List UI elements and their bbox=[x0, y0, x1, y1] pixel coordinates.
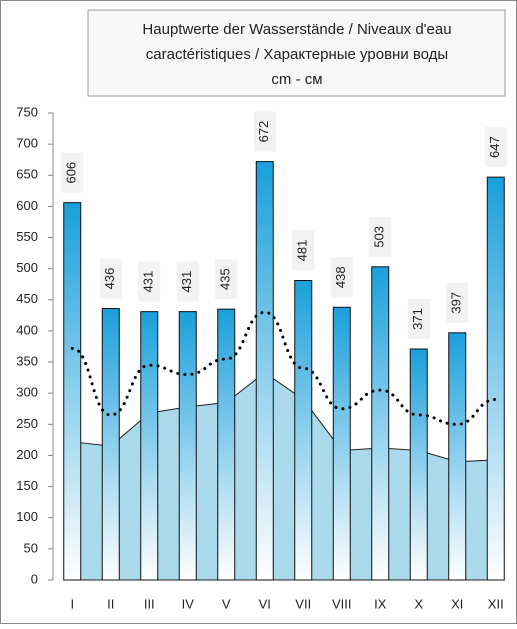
value-label-box bbox=[369, 216, 392, 257]
value-label: 606 bbox=[64, 162, 79, 184]
y-tick-label: 50 bbox=[24, 540, 38, 555]
value-label-box bbox=[253, 111, 276, 152]
y-tick-label: 0 bbox=[31, 571, 38, 586]
bar bbox=[255, 161, 274, 581]
bar bbox=[63, 202, 82, 581]
bar bbox=[409, 348, 428, 581]
value-label-box bbox=[61, 152, 84, 193]
bar bbox=[140, 311, 159, 581]
chart-title: caractéristiques / Характерные уровни во… bbox=[146, 46, 448, 63]
x-tick-label: III bbox=[144, 596, 155, 611]
y-tick-label: 700 bbox=[16, 136, 38, 151]
title-box bbox=[87, 9, 506, 97]
value-label: 371 bbox=[410, 308, 425, 330]
chart-title: cm - см bbox=[271, 71, 322, 88]
value-label: 672 bbox=[256, 121, 271, 143]
value-label-box bbox=[292, 230, 315, 271]
bar bbox=[294, 279, 313, 581]
value-label-box bbox=[138, 261, 161, 302]
x-tick-label: V bbox=[222, 596, 231, 611]
bar bbox=[448, 332, 467, 581]
value-label: 481 bbox=[295, 240, 310, 262]
x-tick-label: XII bbox=[488, 596, 504, 611]
value-label-box bbox=[484, 127, 507, 168]
y-tick-label: 500 bbox=[16, 260, 38, 275]
value-label-box bbox=[407, 298, 430, 339]
y-tick-label: 750 bbox=[16, 104, 38, 119]
bar bbox=[371, 266, 390, 581]
value-label: 647 bbox=[487, 136, 502, 158]
x-tick-label: VI bbox=[259, 596, 271, 611]
value-label: 438 bbox=[333, 266, 348, 288]
y-tick-label: 300 bbox=[16, 385, 38, 400]
value-label: 503 bbox=[372, 226, 387, 248]
value-label-box bbox=[446, 282, 469, 323]
value-label-box bbox=[176, 261, 199, 302]
bar bbox=[178, 311, 197, 581]
y-tick-label: 450 bbox=[16, 291, 38, 306]
x-tick-label: I bbox=[70, 596, 74, 611]
y-tick-label: 100 bbox=[16, 509, 38, 524]
y-tick-label: 150 bbox=[16, 478, 38, 493]
value-label: 431 bbox=[141, 271, 156, 293]
value-label: 436 bbox=[102, 268, 117, 290]
value-label-box bbox=[99, 258, 122, 299]
value-label: 431 bbox=[179, 271, 194, 293]
y-tick-label: 400 bbox=[16, 322, 38, 337]
value-label-box bbox=[330, 257, 353, 298]
line bbox=[70, 310, 498, 426]
y-tick-label: 600 bbox=[16, 198, 38, 213]
y-tick-label: 250 bbox=[16, 416, 38, 431]
x-tick-label: VIII bbox=[332, 596, 352, 611]
chart-title: Hauptwerte der Wasserstände / Niveaux d'… bbox=[142, 21, 451, 38]
value-label: 397 bbox=[449, 292, 464, 314]
x-tick-label: IV bbox=[182, 596, 195, 611]
x-tick-label: IX bbox=[374, 596, 387, 611]
x-tick-label: II bbox=[107, 596, 114, 611]
x-tick-label: XI bbox=[451, 596, 463, 611]
value-label: 435 bbox=[218, 268, 233, 290]
y-tick-label: 550 bbox=[16, 229, 38, 244]
y-tick-label: 350 bbox=[16, 354, 38, 369]
bar bbox=[332, 306, 351, 581]
x-tick-label: X bbox=[414, 596, 423, 611]
bar bbox=[486, 176, 505, 581]
y-tick-label: 200 bbox=[16, 447, 38, 462]
value-label-box bbox=[215, 259, 238, 300]
bar bbox=[217, 308, 236, 581]
x-tick-label: VII bbox=[295, 596, 311, 611]
bar bbox=[101, 308, 120, 581]
y-tick-label: 650 bbox=[16, 167, 38, 182]
